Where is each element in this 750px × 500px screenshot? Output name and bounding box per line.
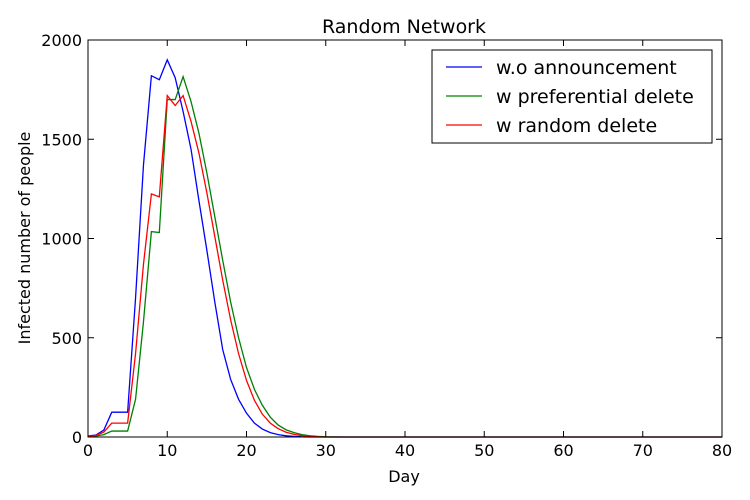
chart-title: Random Network bbox=[322, 16, 486, 38]
x-tick-label: 70 bbox=[633, 441, 653, 460]
y-tick-label: 0 bbox=[72, 428, 82, 447]
y-tick-label: 500 bbox=[51, 329, 82, 348]
series-line-2 bbox=[87, 93, 722, 438]
x-tick-label: 50 bbox=[474, 441, 494, 460]
legend-label-2: w random delete bbox=[496, 115, 657, 137]
x-axis-label: Day bbox=[388, 467, 420, 486]
x-tick-label: 80 bbox=[712, 441, 732, 460]
x-axis-ticks: 0 10 20 30 40 50 60 70 80 bbox=[83, 40, 732, 460]
legend-label-1: w preferential delete bbox=[496, 86, 694, 108]
x-tick-label: 40 bbox=[395, 441, 415, 460]
y-axis-label: Infected number of people bbox=[15, 132, 34, 345]
x-tick-label: 0 bbox=[83, 441, 93, 460]
y-tick-label: 1000 bbox=[41, 230, 82, 249]
y-tick-label: 2000 bbox=[41, 31, 82, 50]
y-axis-ticks: 0 500 1000 1500 2000 bbox=[41, 31, 722, 447]
x-tick-label: 30 bbox=[316, 441, 336, 460]
x-tick-label: 10 bbox=[157, 441, 177, 460]
x-tick-label: 60 bbox=[553, 441, 573, 460]
legend: w.o announcement w preferential delete w r… bbox=[431, 49, 713, 144]
legend-label-0: w.o announcement bbox=[496, 57, 677, 79]
x-tick-label: 20 bbox=[236, 441, 256, 460]
y-tick-label: 1500 bbox=[41, 130, 82, 149]
